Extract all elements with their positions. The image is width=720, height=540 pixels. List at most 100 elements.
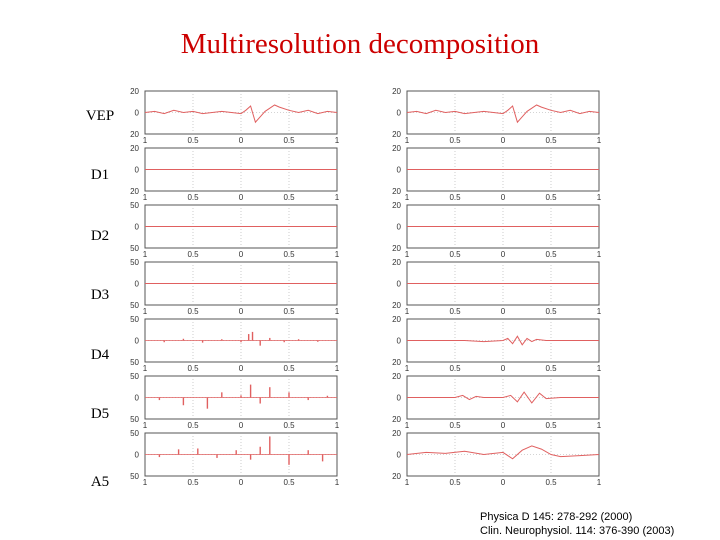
x-tick-label: 0 [501,250,506,259]
x-tick-label: 0 [501,193,506,202]
row-label-d1: D1 [90,167,110,183]
x-tick-label: 1 [597,193,602,202]
series-line [144,104,338,124]
x-tick-label: 0.5 [187,478,199,487]
y-tick-label: 20 [392,130,401,139]
y-tick-label: 0 [135,109,140,118]
y-tick-label: 20 [392,87,401,96]
x-tick-label: 1 [597,250,602,259]
y-tick-label: 0 [135,337,140,346]
x-tick-label: 0.5 [187,193,199,202]
x-tick-label: 0 [239,307,244,316]
series-line [406,104,600,124]
y-tick-label: 50 [130,358,139,367]
x-tick-label: 0.5 [545,307,557,316]
x-tick-label: 0.5 [449,421,461,430]
y-tick-label: 20 [392,315,401,324]
x-tick-label: 0.5 [283,307,295,316]
y-tick-label: 20 [392,144,401,153]
x-tick-label: 1 [335,307,340,316]
slide-title: Multiresolution decomposition [180,28,540,60]
y-tick-label: 0 [397,394,402,403]
x-tick-label: 0.5 [283,193,295,202]
y-tick-label: 20 [130,130,139,139]
y-tick-label: 50 [130,258,139,267]
x-tick-label: 0 [239,478,244,487]
x-tick-label: 1 [405,250,410,259]
y-tick-label: 20 [392,187,401,196]
x-tick-label: 1 [335,193,340,202]
x-tick-label: 1 [597,478,602,487]
y-tick-label: 20 [392,372,401,381]
y-tick-label: 50 [130,429,139,438]
x-tick-label: 1 [405,136,410,145]
x-tick-label: 1 [597,364,602,373]
x-tick-label: 0.5 [449,136,461,145]
x-tick-label: 0.5 [449,364,461,373]
x-tick-label: 1 [335,421,340,430]
x-tick-label: 1 [335,478,340,487]
x-tick-label: 1 [335,364,340,373]
x-tick-label: 1 [143,250,148,259]
y-tick-label: 50 [130,315,139,324]
x-tick-label: 1 [405,193,410,202]
x-tick-label: 1 [335,250,340,259]
row-label-a5: A5 [90,474,110,490]
y-tick-label: 50 [130,472,139,481]
x-tick-label: 0.5 [187,250,199,259]
y-tick-label: 20 [392,415,401,424]
x-tick-label: 0.5 [283,421,295,430]
x-tick-label: 0 [239,193,244,202]
x-tick-label: 1 [405,364,410,373]
x-tick-label: 0 [501,421,506,430]
x-tick-label: 1 [143,478,148,487]
x-tick-label: 0.5 [449,478,461,487]
y-tick-label: 0 [397,337,402,346]
x-tick-label: 0.5 [283,136,295,145]
y-tick-label: 20 [392,201,401,210]
x-tick-label: 0.5 [187,364,199,373]
y-tick-label: 0 [135,223,140,232]
x-tick-label: 1 [143,136,148,145]
y-tick-label: 0 [135,280,140,289]
series-line [407,391,599,404]
x-tick-label: 0.5 [545,421,557,430]
citation-line: Physica D 145: 278-292 (2000) [480,511,633,523]
row-label-d3: D3 [90,287,110,303]
y-tick-label: 20 [392,429,401,438]
y-tick-label: 50 [130,372,139,381]
y-tick-label: 20 [392,358,401,367]
row-label-d4: D4 [90,347,110,363]
x-tick-label: 0 [501,307,506,316]
row-label-vep: VEP [85,108,115,124]
x-tick-label: 1 [597,421,602,430]
y-tick-label: 20 [392,472,401,481]
y-tick-label: 20 [392,258,401,267]
y-tick-label: 0 [135,394,140,403]
y-tick-label: 20 [392,244,401,253]
x-tick-label: 1 [143,421,148,430]
y-tick-label: 50 [130,244,139,253]
x-tick-label: 0 [501,364,506,373]
x-tick-label: 1 [597,136,602,145]
y-tick-label: 50 [130,415,139,424]
y-tick-label: 20 [130,144,139,153]
x-tick-label: 1 [143,364,148,373]
x-tick-label: 0 [501,136,506,145]
x-tick-label: 1 [405,307,410,316]
row-label-d5: D5 [90,406,110,422]
series-line [406,445,600,460]
y-tick-label: 0 [135,166,140,175]
x-tick-label: 0.5 [449,250,461,259]
x-tick-label: 1 [405,478,410,487]
series-line [407,335,599,346]
x-tick-label: 1 [143,307,148,316]
x-tick-label: 0 [239,136,244,145]
x-tick-label: 1 [405,421,410,430]
x-tick-label: 0.5 [545,364,557,373]
citation-line: Clin. Neurophysiol. 114: 376-390 (2003) [480,525,675,537]
x-tick-label: 0.5 [545,250,557,259]
x-tick-label: 1 [143,193,148,202]
y-tick-label: 20 [392,301,401,310]
y-tick-label: 20 [130,87,139,96]
